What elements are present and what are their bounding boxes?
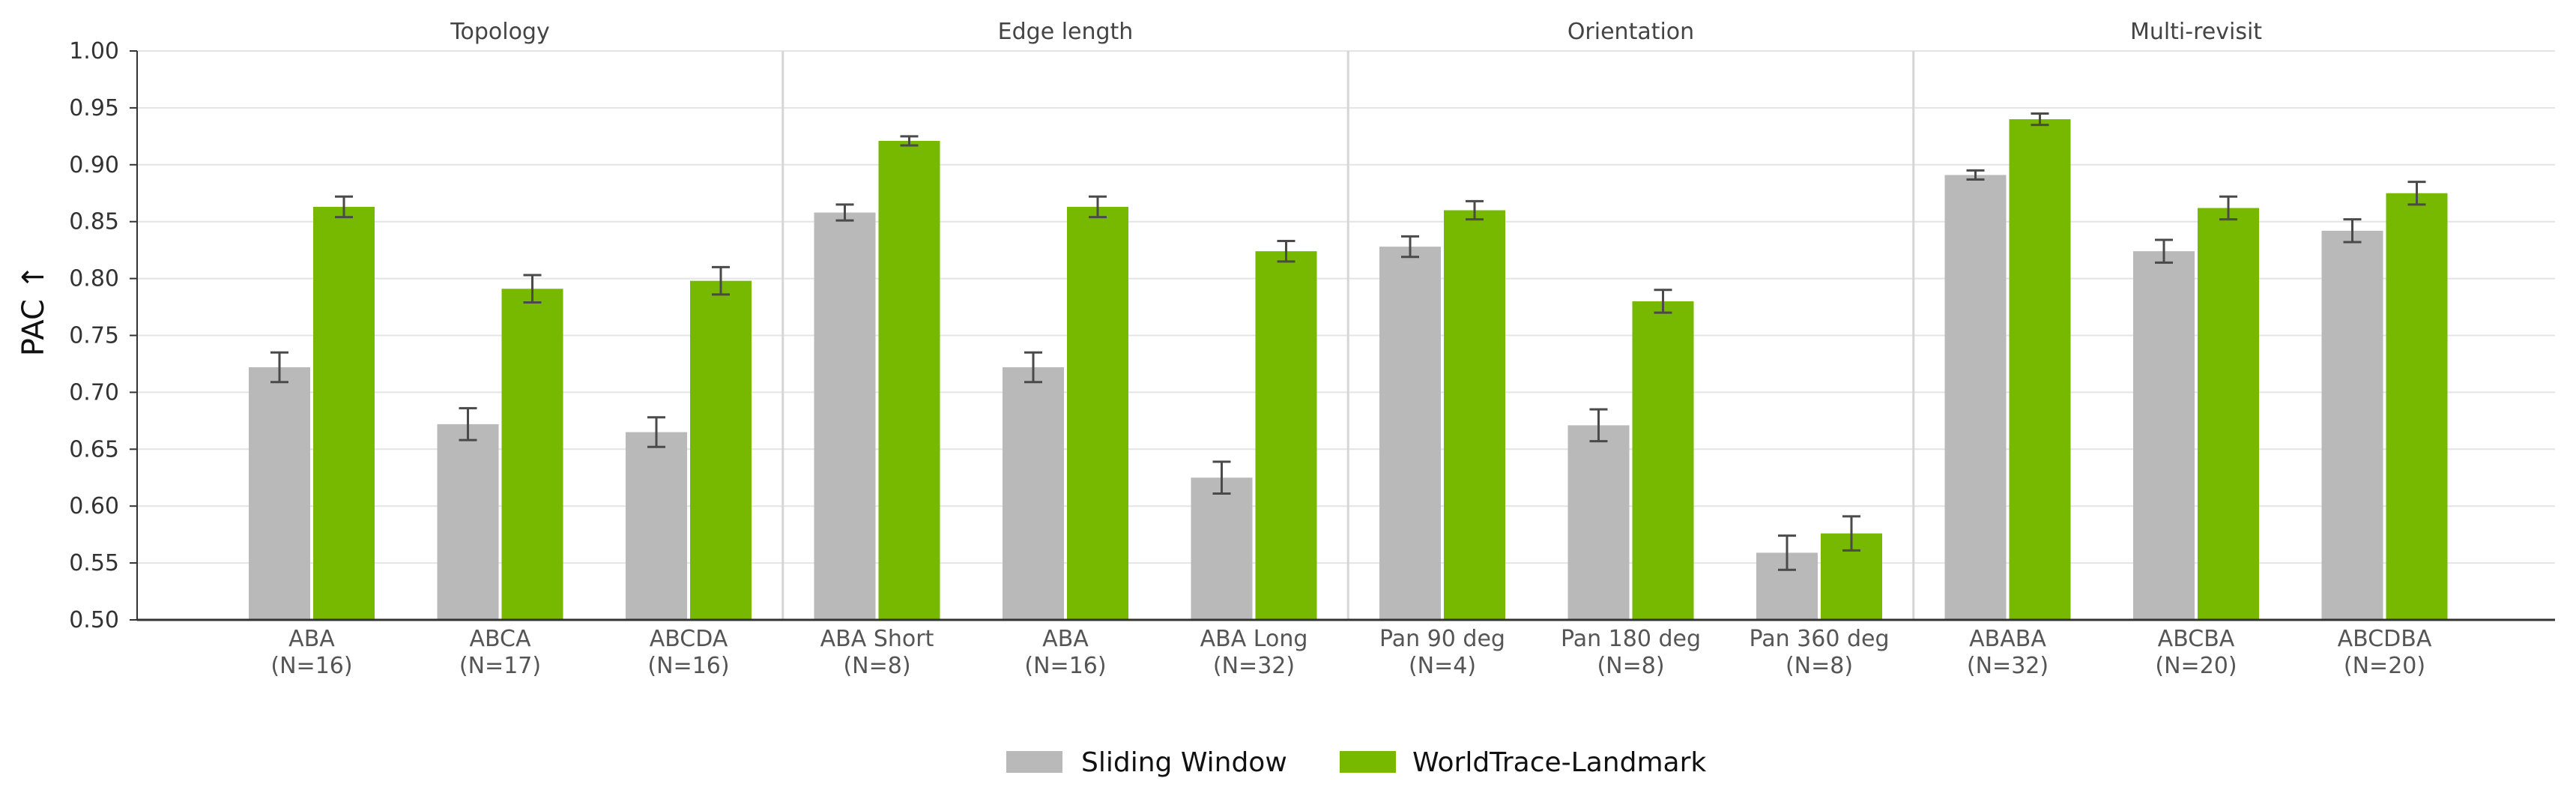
category-count-label: (N=8): [1786, 653, 1853, 679]
category-count-label: (N=32): [1967, 653, 2049, 679]
category-count-label: (N=8): [1597, 653, 1664, 679]
bar-worldtrace-landmark: [1067, 206, 1128, 620]
legend-label: WorldTrace-Landmark: [1412, 747, 1706, 778]
error-bars-layer: [270, 112, 2426, 571]
bar-worldtrace-landmark: [501, 289, 563, 620]
category-label: Pan 360 deg: [1749, 626, 1889, 652]
category-count-label: (N=32): [1213, 653, 1295, 679]
category-label: ABA: [1042, 626, 1089, 652]
group-title: Multi-revisit: [2130, 19, 2262, 45]
bar-sliding-window: [626, 432, 687, 620]
bar-sliding-window: [2321, 230, 2383, 620]
category-label: ABA Short: [820, 626, 934, 652]
y-axis-title: PAC ↑: [16, 265, 51, 356]
category-label: ABA Long: [1200, 626, 1308, 652]
labels-layer: 0.50 0.55 0.60 0.65 0.70 0.75 0.80 0.85 0.90 0.95…: [69, 19, 2432, 679]
bar-worldtrace-landmark: [878, 140, 940, 620]
bar-worldtrace-landmark: [2009, 119, 2071, 620]
y-tick-label: 0.55: [69, 550, 119, 576]
group-title: Topology: [450, 19, 549, 45]
y-tick-label: 0.50: [69, 607, 119, 633]
bar-sliding-window: [1003, 367, 1064, 620]
y-tick-label: 0.70: [69, 379, 119, 406]
bar-sliding-window: [814, 212, 876, 620]
category-count-label: (N=4): [1409, 653, 1476, 679]
bar-worldtrace-landmark: [690, 280, 752, 620]
y-tick-label: 0.60: [69, 493, 119, 519]
axes-layer: [130, 50, 2555, 621]
category-label: ABABA: [1969, 626, 2046, 652]
bar-sliding-window: [1379, 247, 1441, 620]
bar-sliding-window: [249, 367, 310, 620]
category-label: ABCA: [469, 626, 531, 652]
y-tick-label: 0.65: [69, 436, 119, 462]
category-count-label: (N=16): [270, 653, 352, 679]
category-count-label: (N=20): [2155, 653, 2237, 679]
legend-swatch-sliding-window: [1006, 751, 1062, 773]
category-count-label: (N=8): [843, 653, 910, 679]
category-label: ABCDBA: [2338, 626, 2432, 652]
category-label: ABCDA: [650, 626, 728, 652]
bar-sliding-window: [1944, 175, 2007, 620]
bar-sliding-window: [1567, 425, 1630, 620]
y-tick-label: 0.75: [69, 323, 119, 349]
bar-sliding-window: [1191, 477, 1253, 620]
bar-sliding-window: [2133, 251, 2195, 620]
category-label: Pan 180 deg: [1561, 626, 1701, 652]
bar-sliding-window: [437, 423, 499, 620]
y-tick-label: 0.85: [69, 209, 119, 235]
group-title: Edge length: [998, 19, 1134, 45]
category-count-label: (N=20): [2344, 653, 2425, 679]
bar-worldtrace-landmark: [1255, 251, 1317, 620]
category-label: ABCBA: [2158, 626, 2235, 652]
bar-worldtrace-landmark: [313, 206, 375, 620]
y-tick-label: 0.95: [69, 95, 119, 121]
y-tick-label: 0.90: [69, 152, 119, 178]
y-tick-label: 0.80: [69, 266, 119, 292]
category-label: ABA: [288, 626, 335, 652]
legend-swatch-worldtrace-landmark: [1340, 751, 1396, 773]
category-count-label: (N=16): [1024, 653, 1106, 679]
bar-worldtrace-landmark: [1632, 301, 1694, 620]
category-label: Pan 90 deg: [1379, 626, 1505, 652]
y-tick-label: 1.00: [69, 38, 119, 64]
bar-worldtrace-landmark: [2198, 208, 2259, 620]
group-separators: [781, 51, 1915, 620]
bars-layer: [249, 119, 2448, 620]
legend: Sliding Window WorldTrace-Landmark: [1006, 747, 1706, 778]
category-count-label: (N=17): [459, 653, 541, 679]
legend-label: Sliding Window: [1081, 747, 1287, 778]
category-count-label: (N=16): [647, 653, 729, 679]
bar-worldtrace-landmark: [2386, 193, 2448, 620]
bar-worldtrace-landmark: [1444, 210, 1505, 620]
group-title: Orientation: [1567, 19, 1694, 45]
